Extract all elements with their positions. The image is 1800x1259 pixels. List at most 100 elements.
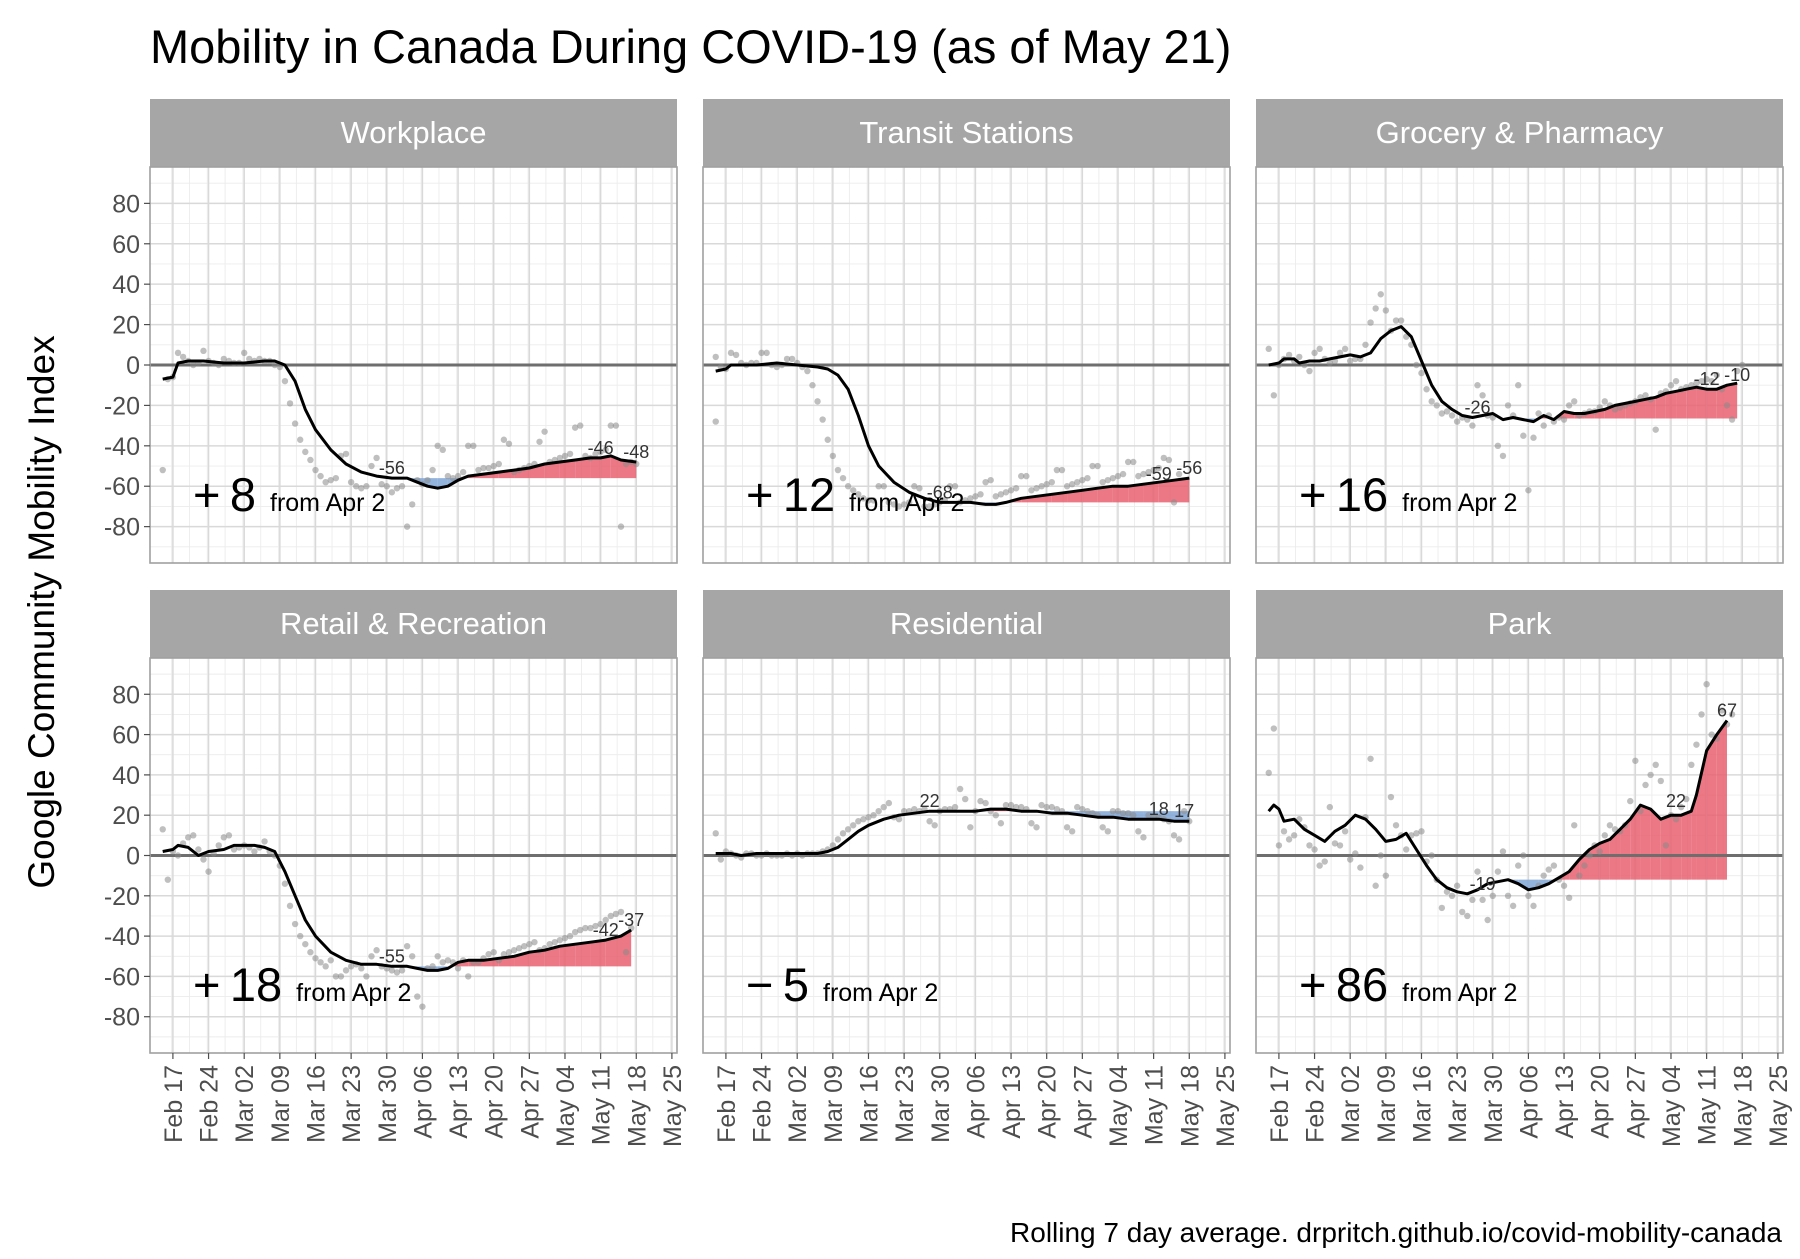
data-point [1392, 317, 1400, 324]
data-point [1560, 416, 1568, 423]
data-point [1525, 892, 1532, 900]
value-label: -19 [1470, 874, 1496, 894]
data-point [1453, 882, 1461, 889]
x-tick-label: May 18 [1176, 1065, 1204, 1147]
data-point [1387, 793, 1395, 801]
data-point [307, 949, 314, 956]
data-point [566, 450, 574, 458]
data-point [378, 481, 385, 488]
data-point [286, 400, 294, 407]
data-point [1372, 305, 1379, 312]
data-point [875, 483, 882, 490]
increase-area [575, 942, 591, 967]
data-point [312, 466, 319, 474]
data-point [1140, 834, 1147, 841]
data-point [1479, 896, 1486, 904]
data-point [195, 846, 202, 853]
data-point [500, 436, 508, 443]
data-point [880, 483, 887, 490]
x-tick-label: Mar 30 [927, 1065, 955, 1143]
data-point [1265, 345, 1272, 353]
increase-area [544, 461, 560, 479]
data-point [1145, 468, 1152, 476]
data-point [622, 460, 630, 468]
data-point [834, 466, 842, 474]
data-point [1728, 711, 1736, 718]
data-point [962, 795, 969, 803]
data-point [246, 355, 253, 363]
data-point [291, 420, 299, 427]
increase-area [1097, 486, 1113, 503]
data-point [571, 928, 579, 936]
increase-area [605, 936, 621, 967]
x-tick-label: Apr 13 [998, 1065, 1026, 1139]
data-point [1352, 850, 1359, 857]
y-tick-label: 20 [112, 312, 140, 340]
data-point [612, 910, 620, 918]
y-tick-label: -20 [104, 883, 140, 911]
data-point [844, 483, 852, 490]
data-point [1433, 402, 1440, 409]
data-point [1094, 462, 1101, 470]
data-point [414, 993, 421, 1000]
data-point [977, 797, 984, 805]
data-point [951, 483, 959, 490]
data-point [1565, 894, 1573, 902]
data-point [617, 908, 625, 916]
change-suffix: from Apr 2 [823, 979, 938, 1007]
data-point [1688, 761, 1695, 769]
data-point [1002, 489, 1010, 496]
increase-area [1716, 720, 1727, 880]
data-point [1484, 916, 1491, 924]
data-point [1150, 466, 1157, 474]
panel-workplace: Workplace -56 -46 -48 + 8 from Apr 2 80 60 40 20 0… [104, 99, 678, 564]
data-point [773, 363, 781, 371]
x-tick-label: Apr 20 [1034, 1065, 1062, 1139]
x-tick-label: May 11 [1694, 1065, 1722, 1145]
x-tick-label: Mar 09 [1373, 1065, 1401, 1143]
data-point [1296, 353, 1303, 361]
data-point [327, 476, 334, 484]
data-point [1007, 801, 1015, 809]
x-tick-label: Mar 23 [1444, 1065, 1472, 1143]
data-point [429, 963, 436, 970]
x-tick-label: Mar 23 [338, 1065, 366, 1143]
change-value: + 16 [1299, 468, 1388, 521]
data-point [184, 834, 192, 841]
data-point [1135, 828, 1142, 835]
data-point [286, 902, 294, 910]
data-point [1018, 472, 1025, 480]
increase-area [1143, 482, 1159, 503]
rolling-average-line [1268, 325, 1738, 424]
data-point [900, 501, 908, 508]
value-label: -12 [1694, 369, 1720, 389]
data-point [587, 924, 594, 932]
data-point [281, 377, 289, 385]
data-point [1275, 842, 1283, 849]
data-point [521, 942, 528, 950]
x-tick-label: Feb 24 [749, 1065, 777, 1143]
data-point [1693, 741, 1700, 748]
x-tick-label: May 25 [659, 1065, 687, 1147]
data-point [956, 785, 964, 793]
data-point [1428, 852, 1435, 859]
data-point [1063, 824, 1071, 831]
x-tick-label: Mar 23 [891, 1065, 919, 1143]
data-point [1642, 392, 1649, 399]
data-point [1739, 361, 1746, 369]
change-value: + 18 [193, 958, 282, 1011]
increase-area [1696, 750, 1707, 880]
x-tick-label: Apr 06 [1515, 1065, 1543, 1139]
y-tick-label: -20 [104, 392, 140, 420]
data-point [906, 499, 913, 506]
data-point [1520, 852, 1527, 859]
data-point [602, 446, 609, 454]
data-point [1048, 803, 1055, 811]
data-point [1079, 805, 1086, 813]
data-point [439, 959, 446, 966]
data-point [855, 491, 862, 498]
data-point [1550, 862, 1558, 869]
data-point [1504, 892, 1512, 900]
data-point [977, 491, 984, 498]
